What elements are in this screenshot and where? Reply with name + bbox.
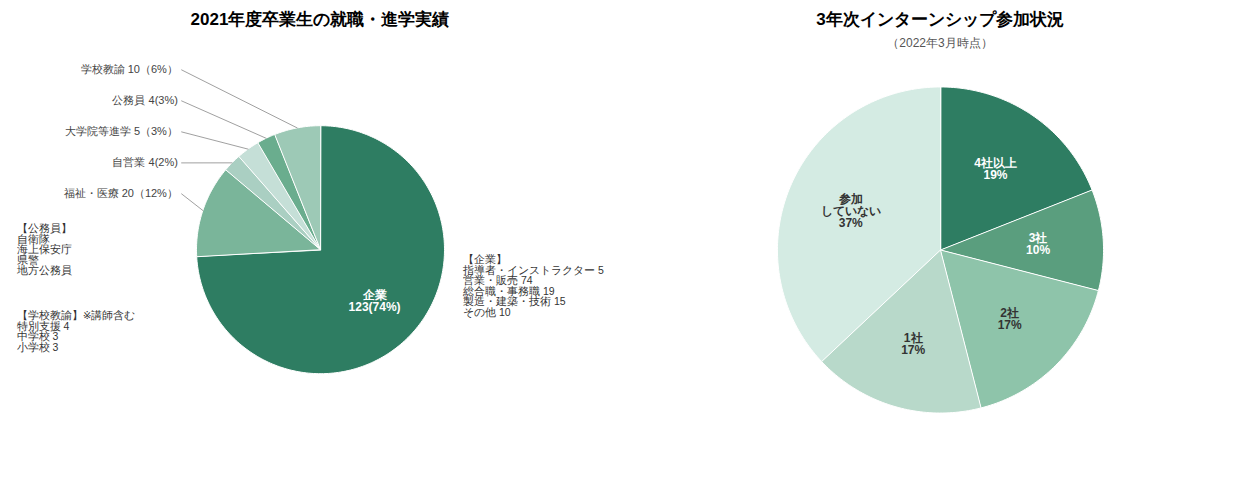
svg-text:参加していない37%: 参加していない37% [821, 192, 881, 230]
svg-text:2社17%: 2社17% [998, 306, 1022, 332]
svg-text:【学校教諭】※講師含む特別支援 4中学校 3小学校 3: 【学校教諭】※講師含む特別支援 4中学校 3小学校 3 [17, 309, 136, 353]
svg-text:福祉・医療 20（12%）: 福祉・医療 20（12%） [64, 187, 178, 199]
svg-text:公務員 4(3%): 公務員 4(3%) [112, 94, 177, 106]
svg-text:【公務員】自衛隊海上保安庁県警地方公務員: 【公務員】自衛隊海上保安庁県警地方公務員 [16, 222, 72, 276]
svg-text:大学院等進学 5（3%）: 大学院等進学 5（3%） [65, 125, 178, 137]
svg-text:学校教諭 10（6%）: 学校教諭 10（6%） [81, 63, 178, 75]
html-text:（2022年3月時点）: （2022年3月時点） [887, 36, 993, 50]
svg-text:【企業】指導者・インストラクター 5営業・販売 74総合職・: 【企業】指導者・インストラクター 5営業・販売 74総合職・事務職 19製造・建… [462, 253, 604, 317]
svg-text:3社10%: 3社10% [1026, 231, 1050, 257]
svg-text:自営業 4(2%): 自営業 4(2%) [112, 156, 177, 168]
svg-text:企業123(74%): 企業123(74%) [349, 288, 401, 314]
svg-text:1社17%: 1社17% [901, 331, 925, 357]
svg-text:4社以上19%: 4社以上19% [974, 156, 1017, 182]
html-text:3年次インターンシップ参加状況: 3年次インターンシップ参加状況 [816, 10, 1064, 29]
html-text:2021年度卒業生の就職・進学実績: 2021年度卒業生の就職・進学実績 [190, 10, 450, 29]
